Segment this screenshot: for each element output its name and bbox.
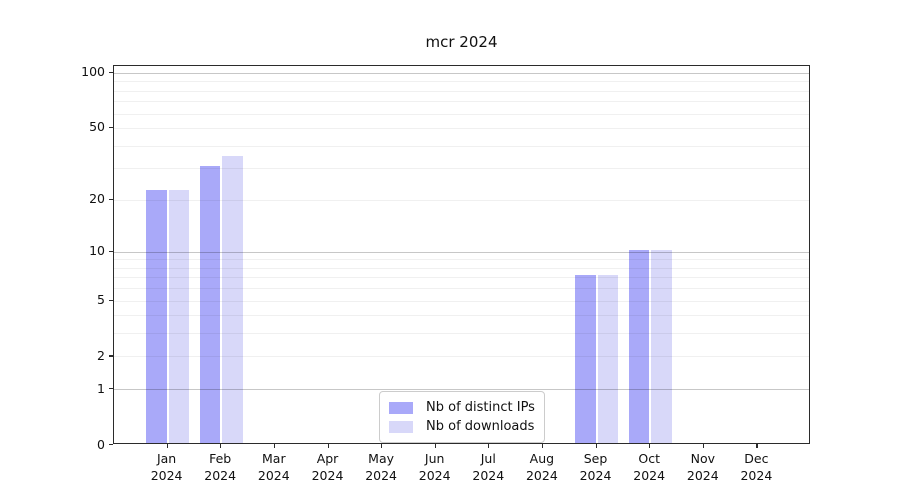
x-axis-tick-label: May 2024 [365, 451, 397, 483]
legend-swatch-distinct-ips [389, 401, 413, 414]
x-tick-mark [756, 444, 758, 448]
legend-label-distinct-ips: Nb of distinct IPs [426, 400, 535, 415]
y-axis-tick-label: 1 [97, 380, 105, 396]
x-axis-tick-label: Nov 2024 [686, 451, 719, 483]
y-axis-tick-label: 2 [97, 347, 105, 363]
x-axis-tick-label: Oct 2024 [633, 451, 666, 483]
y-tick-mark [109, 388, 113, 390]
x-axis-tick-label: Mar 2024 [257, 451, 290, 483]
y-axis-tick-label: 20 [89, 191, 105, 206]
y-tick-mark [109, 250, 113, 252]
grid-line-major [114, 72, 809, 74]
x-tick-mark [327, 444, 329, 448]
grid-line-minor [114, 113, 809, 115]
x-tick-mark [595, 444, 597, 448]
y-tick-mark [109, 355, 113, 357]
grid-line-minor [114, 101, 809, 103]
x-axis-tick-label: Jan 2024 [150, 451, 183, 483]
grid-line-minor [114, 145, 809, 147]
x-tick-mark [381, 444, 383, 448]
bar-distinct-ips [575, 275, 596, 443]
bar-downloads [597, 275, 618, 443]
grid-line-minor [114, 127, 809, 129]
x-axis-tick-label: Jul 2024 [472, 451, 505, 483]
x-axis-tick-label: Jun 2024 [418, 451, 451, 483]
legend: Nb of distinct IPs Nb of downloads [379, 391, 545, 443]
legend-label-downloads: Nb of downloads [426, 419, 535, 434]
legend-item-distinct-ips: Nb of distinct IPs [389, 398, 535, 417]
x-axis-tick-label: Aug 2024 [525, 451, 558, 483]
bar-distinct-ips [199, 166, 221, 443]
x-axis-tick-label: Apr 2024 [311, 451, 344, 483]
y-axis-tick-label: 50 [89, 119, 105, 135]
bar-downloads [651, 249, 672, 443]
x-tick-mark [166, 444, 168, 448]
x-tick-mark [220, 444, 222, 448]
bar-downloads [168, 190, 190, 443]
bar-distinct-ips [146, 190, 167, 443]
y-axis-tick-label: 0 [97, 436, 105, 452]
y-tick-mark [109, 126, 113, 129]
grid-line-minor [114, 81, 809, 83]
x-tick-mark [649, 444, 651, 448]
y-tick-mark [109, 71, 113, 73]
x-tick-mark [541, 444, 544, 448]
legend-item-downloads: Nb of downloads [389, 417, 535, 436]
y-axis-tick-label: 100 [81, 64, 105, 80]
bar-downloads [222, 156, 243, 443]
chart-title: mcr 2024 [425, 33, 498, 51]
bar-distinct-ips [628, 249, 650, 443]
legend-swatch-downloads [389, 420, 413, 433]
x-tick-mark [434, 444, 436, 448]
y-axis-tick-label: 5 [97, 292, 105, 307]
y-tick-mark [109, 198, 113, 200]
x-axis-tick-label: Sep 2024 [579, 451, 612, 483]
y-axis-tick-label: 10 [89, 243, 105, 259]
plot-area [113, 65, 810, 444]
x-tick-mark [702, 444, 704, 448]
x-axis-tick-label: Dec 2024 [740, 451, 773, 483]
grid-line-minor [114, 90, 809, 92]
y-tick-mark [109, 299, 113, 301]
x-axis-tick-label: Feb 2024 [204, 451, 237, 483]
y-tick-mark [109, 444, 113, 446]
x-tick-mark [273, 444, 275, 448]
x-tick-mark [488, 444, 490, 448]
